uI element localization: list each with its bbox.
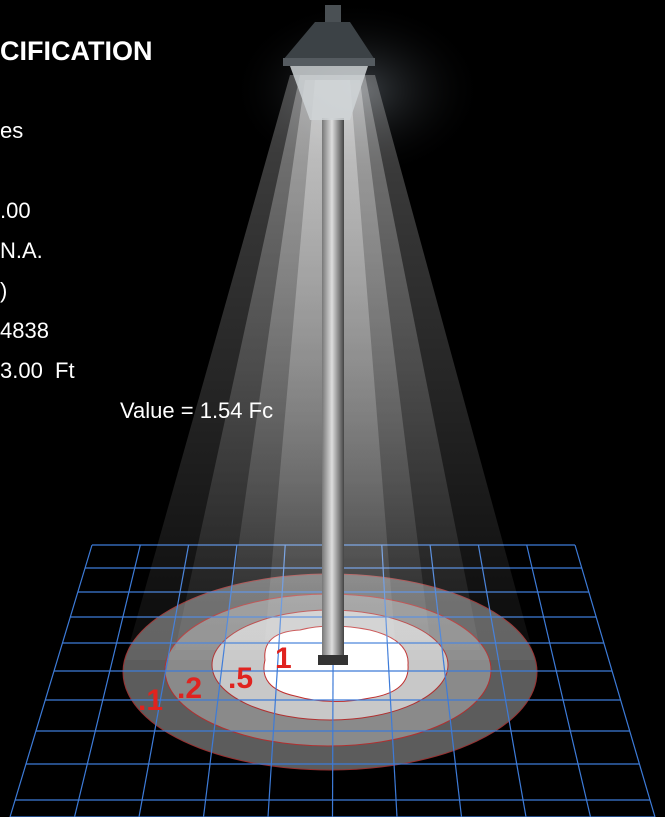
info-line: 4838 [0, 318, 49, 343]
grid-line [574, 544, 656, 817]
info-line: 3.00 Ft [0, 358, 75, 383]
info-line: Value = 1.54 Fc [120, 398, 273, 423]
lamp-head [283, 5, 375, 120]
contour-label: .1 [138, 684, 163, 717]
contour-label: .2 [177, 672, 202, 705]
pole [322, 118, 344, 665]
pole-base [318, 655, 348, 665]
info-line: es [0, 118, 23, 143]
grid-line [526, 544, 592, 817]
contour-label: .5 [228, 662, 253, 695]
contour-label: 1 [275, 642, 292, 675]
info-line: ) [0, 278, 7, 303]
grid-line [9, 544, 93, 817]
info-line: N.A. [0, 238, 43, 263]
info-line: .00 [0, 198, 31, 223]
grid-line [73, 544, 141, 817]
heading: CIFICATION [0, 36, 152, 66]
